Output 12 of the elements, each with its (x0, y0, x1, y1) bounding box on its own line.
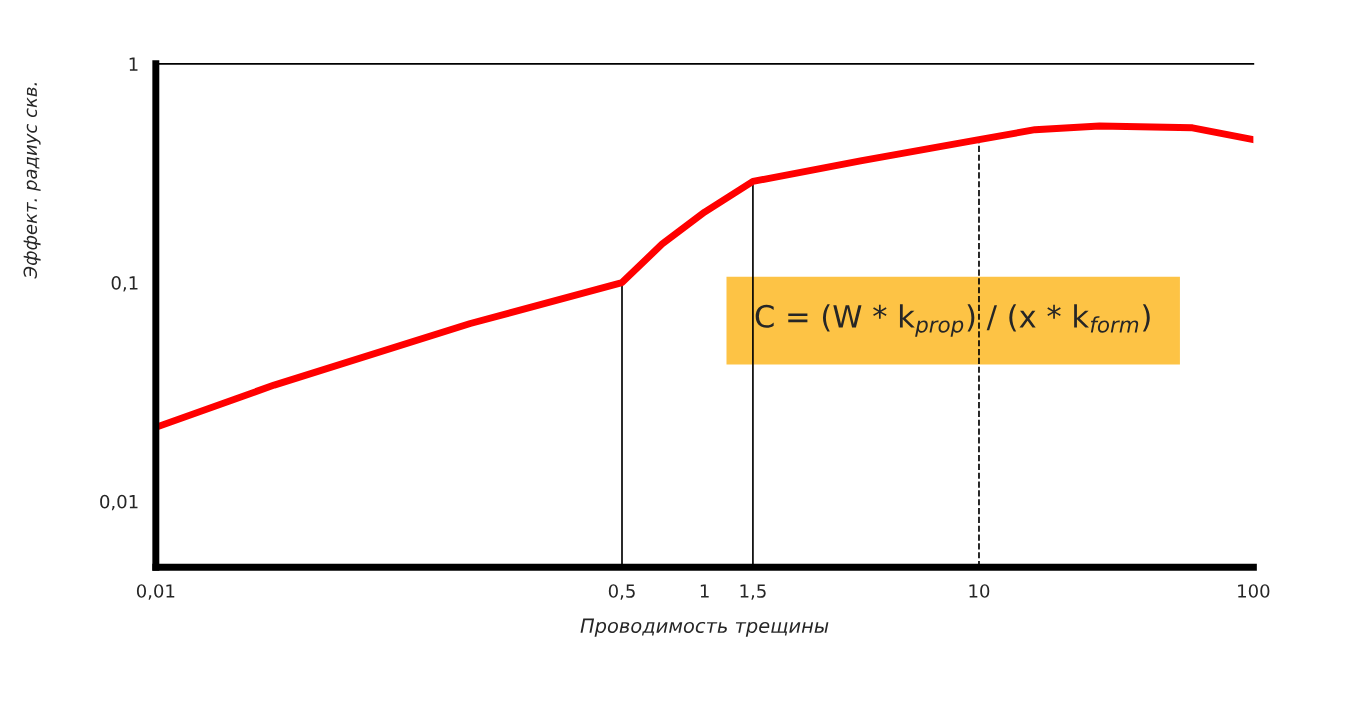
y-tick-label: 0,01 (100, 494, 138, 511)
x-tick-label: 10 (969, 584, 990, 598)
y-tick-label: 1 (129, 57, 138, 71)
x-axis-title: Проводимость трещины (580, 618, 829, 637)
x-tick-label: 1 (700, 584, 709, 598)
y-axis-title: Эффект. радиус скв. (23, 83, 41, 279)
x-tick-label: 0,5 (608, 584, 635, 600)
annotation: C = (W * k$_{prop}$) / (x * k$_{form}$) (755, 304, 1150, 337)
x-tick-label: 0,01 (136, 584, 175, 600)
x-tick-label: 100 (1238, 584, 1270, 598)
y-tick-label: 0,1 (111, 276, 138, 292)
x-tick-label: 1,5 (740, 584, 766, 600)
